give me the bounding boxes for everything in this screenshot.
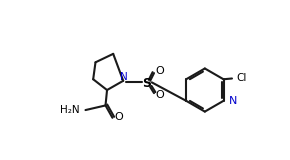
Text: N: N: [229, 96, 237, 106]
Text: H₂N: H₂N: [60, 105, 79, 115]
Text: O: O: [114, 112, 123, 122]
Text: O: O: [156, 90, 164, 100]
Text: Cl: Cl: [237, 73, 247, 84]
Text: O: O: [156, 66, 164, 76]
Text: N: N: [120, 72, 128, 82]
Text: S: S: [143, 77, 152, 90]
